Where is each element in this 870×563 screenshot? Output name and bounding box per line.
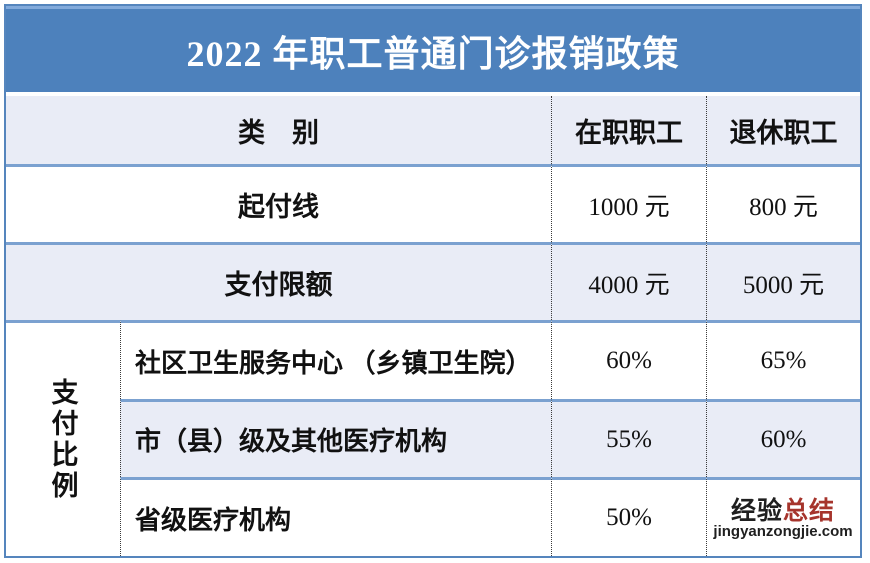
ratio-section-label-text: 支付比例: [47, 377, 78, 502]
ratio-row-province-label: 省级医疗机构: [120, 477, 551, 556]
watermark-domain: jingyanzongjie.com: [713, 523, 853, 541]
header-category: 类 别: [6, 96, 551, 164]
policy-table-card: 2022 年职工普通门诊报销政策 类 别 在职职工 退休职工 起付线 1000 …: [4, 4, 862, 558]
header-retired-employees: 退休职工: [706, 96, 860, 164]
row-deductible-label: 起付线: [6, 164, 551, 242]
page-title: 2022 年职工普通门诊报销政策: [186, 33, 680, 74]
watermark-brand: 经验总结: [698, 498, 868, 524]
ratio-section-label: 支付比例: [6, 320, 120, 556]
row-limit-retired: 5000 元: [706, 242, 860, 320]
policy-table: 类 别 在职职工 退休职工 起付线 1000 元 800 元 支付限额 4000…: [6, 96, 860, 556]
ratio-row-community-active: 60%: [551, 320, 706, 399]
ratio-row-community-retired: 65%: [706, 320, 860, 399]
ratio-row-city-active: 55%: [551, 399, 706, 477]
watermark-brand-red: 总结: [783, 497, 836, 525]
title-bar: 2022 年职工普通门诊报销政策: [6, 6, 860, 92]
row-deductible-retired: 800 元: [706, 164, 860, 242]
row-limit-active: 4000 元: [551, 242, 706, 320]
row-deductible-active: 1000 元: [551, 164, 706, 242]
ratio-row-province-active: 50%: [551, 477, 706, 556]
header-active-employees: 在职职工: [551, 96, 706, 164]
ratio-row-community-label: 社区卫生服务中心 （乡镇卫生院）: [120, 320, 551, 399]
ratio-row-province-retired: [706, 477, 860, 556]
ratio-row-city-retired: 60%: [706, 399, 860, 477]
ratio-row-city-label: 市（县）级及其他医疗机构: [120, 399, 551, 477]
watermark-brand-black: 经验: [730, 497, 783, 525]
row-limit-label: 支付限额: [6, 242, 551, 320]
site-watermark: 经验总结 jingyanzongjie.com: [698, 498, 868, 540]
title-table-divider: [6, 92, 860, 96]
